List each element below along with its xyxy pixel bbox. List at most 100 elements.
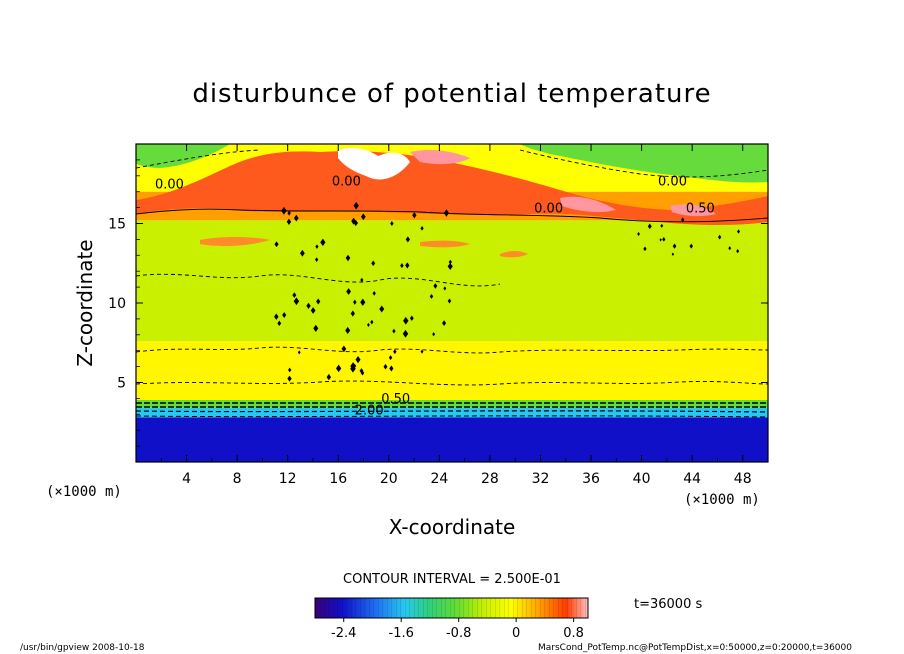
x-tick-label: 36 bbox=[582, 471, 600, 487]
cell-marker bbox=[355, 356, 361, 364]
x-tick-label: 28 bbox=[481, 471, 499, 487]
contour-label: 0.00 bbox=[155, 178, 184, 193]
contour-label: 0.00 bbox=[658, 174, 687, 189]
contour-top bbox=[136, 208, 768, 223]
cell-marker bbox=[643, 246, 647, 252]
heatmap-layer-2 bbox=[136, 399, 768, 408]
cell-marker bbox=[353, 201, 359, 210]
colorbar-lines bbox=[315, 598, 588, 618]
cell-marker bbox=[310, 307, 316, 314]
cell-marker bbox=[287, 210, 291, 216]
cell-marker bbox=[405, 262, 410, 269]
cell-marker bbox=[350, 310, 355, 317]
cell-marker bbox=[400, 263, 404, 269]
x-tick-label: 12 bbox=[279, 471, 297, 487]
cell-marker bbox=[681, 217, 685, 223]
cell-marker bbox=[281, 206, 287, 215]
cell-marker bbox=[370, 319, 374, 325]
cell-marker bbox=[420, 349, 424, 354]
cell-marker bbox=[447, 298, 452, 304]
contour-label: 0.00 bbox=[534, 201, 563, 216]
y-axis-label: Z-coordinate bbox=[73, 239, 97, 366]
contour-label: 0.50 bbox=[686, 201, 715, 216]
x-tick-label: 8 bbox=[233, 471, 242, 487]
cell-marker bbox=[392, 328, 396, 334]
cell-marker bbox=[313, 324, 319, 332]
cell-marker bbox=[448, 259, 452, 265]
convective-cells bbox=[274, 201, 741, 382]
contour-mid-2 bbox=[136, 346, 768, 354]
cell-marker bbox=[432, 332, 436, 337]
cell-marker bbox=[292, 292, 297, 298]
y-ticks: 5 10 15 bbox=[108, 159, 768, 447]
colorbar-ticks: -2.4 -1.6 -0.8 0 0.8 bbox=[331, 618, 584, 641]
cell-marker bbox=[383, 363, 388, 370]
heatmap-layer-0 bbox=[136, 417, 768, 462]
cell-marker bbox=[393, 349, 397, 355]
cell-marker bbox=[420, 226, 424, 231]
footer-right: MarsCond_PotTemp.nc@PotTempDist,x=0:5000… bbox=[538, 643, 852, 653]
cell-marker bbox=[282, 312, 287, 318]
cell-marker bbox=[299, 249, 305, 257]
cell-marker bbox=[360, 213, 366, 221]
y-tick-label: 10 bbox=[108, 296, 126, 312]
contour-front-4 bbox=[136, 415, 768, 418]
plot-area: 0.00 0.000.000.000.502.000.50 bbox=[136, 144, 768, 462]
cell-marker bbox=[447, 262, 453, 271]
colorbar-tick-label: -0.8 bbox=[446, 626, 471, 641]
cell-marker bbox=[671, 252, 675, 256]
cell-marker bbox=[637, 231, 640, 236]
cell-marker bbox=[341, 345, 347, 353]
cell-marker bbox=[737, 229, 741, 234]
x-tick-label: 32 bbox=[532, 471, 550, 487]
cell-marker bbox=[371, 260, 376, 267]
cell-marker bbox=[293, 214, 299, 222]
cell-marker bbox=[372, 291, 376, 296]
cell-marker bbox=[274, 313, 279, 320]
cell-marker bbox=[320, 238, 326, 247]
contour-label-layer: 0.00 0.000.000.000.502.000.50 bbox=[155, 174, 715, 418]
x-tick-label: 24 bbox=[430, 471, 448, 487]
cell-marker bbox=[350, 364, 356, 373]
cell-marker bbox=[409, 315, 414, 321]
contour-mid-3 bbox=[136, 380, 768, 386]
cell-marker bbox=[316, 298, 321, 305]
contour-front-3 bbox=[136, 410, 768, 413]
cell-marker bbox=[717, 234, 722, 240]
x-unit-right: (×1000 m) bbox=[684, 492, 760, 508]
cell-marker bbox=[389, 365, 394, 372]
x-ticks: 4 8 12 16 20 24 28 32 36 40 44 48 bbox=[160, 144, 752, 487]
cell-marker bbox=[353, 299, 357, 305]
cell-marker bbox=[345, 326, 351, 335]
cell-marker bbox=[315, 257, 319, 262]
cell-marker bbox=[379, 305, 385, 313]
heatmap-layer-1 bbox=[136, 407, 768, 418]
cell-marker bbox=[662, 237, 666, 242]
x-tick-label: 16 bbox=[329, 471, 347, 487]
cell-marker bbox=[293, 297, 300, 306]
colorbar: -2.4 -1.6 -0.8 0 0.8 bbox=[314, 597, 589, 641]
cell-marker bbox=[345, 254, 351, 262]
x-tick-label: 44 bbox=[683, 471, 701, 487]
cell-marker bbox=[297, 350, 301, 355]
cell-marker bbox=[277, 320, 282, 327]
cell-marker bbox=[287, 375, 292, 382]
cell-marker bbox=[403, 316, 409, 325]
green-cap bbox=[136, 144, 768, 183]
cell-marker bbox=[659, 238, 662, 242]
cell-marker bbox=[443, 209, 450, 217]
cell-marker bbox=[359, 368, 364, 374]
colorbar-tick-label: -1.6 bbox=[389, 626, 414, 641]
x-tick-label: 40 bbox=[633, 471, 651, 487]
time-label: t=36000 s bbox=[634, 597, 702, 612]
cell-marker bbox=[360, 298, 366, 306]
cell-marker bbox=[405, 236, 410, 243]
cell-marker bbox=[351, 217, 357, 225]
cell-marker bbox=[728, 246, 732, 251]
x-tick-label: 48 bbox=[734, 471, 752, 487]
cell-marker bbox=[402, 329, 409, 338]
footer-left: /usr/bin/gpview 2008-10-18 bbox=[20, 643, 145, 653]
cell-marker bbox=[660, 223, 664, 228]
colorbar-tick-label: 0 bbox=[512, 626, 520, 641]
